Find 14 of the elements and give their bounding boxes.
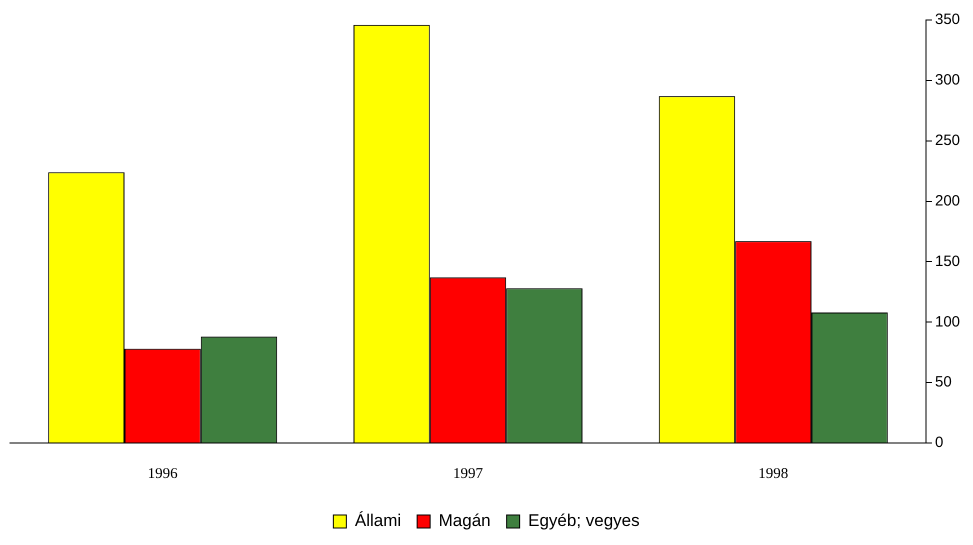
- x-tick-label: 1997: [452, 466, 484, 482]
- y-tick-label: 150: [934, 252, 960, 270]
- y-tick-label: 100: [934, 313, 960, 330]
- y-tick-label: 350: [934, 11, 960, 28]
- y-tick-label: 250: [934, 132, 960, 149]
- y-tick-label: 50: [934, 374, 952, 391]
- y-tick-label: 0: [934, 434, 944, 452]
- legend-label: Egyéb; vegyes: [528, 511, 640, 530]
- y-tick-label: 300: [934, 72, 960, 89]
- legend-label: Magán: [438, 511, 491, 530]
- x-tick-label: 1998: [758, 466, 788, 482]
- y-tick-label: 200: [934, 192, 960, 210]
- x-tick-label: 1996: [148, 466, 178, 482]
- legend-label: Állami: [354, 511, 402, 530]
